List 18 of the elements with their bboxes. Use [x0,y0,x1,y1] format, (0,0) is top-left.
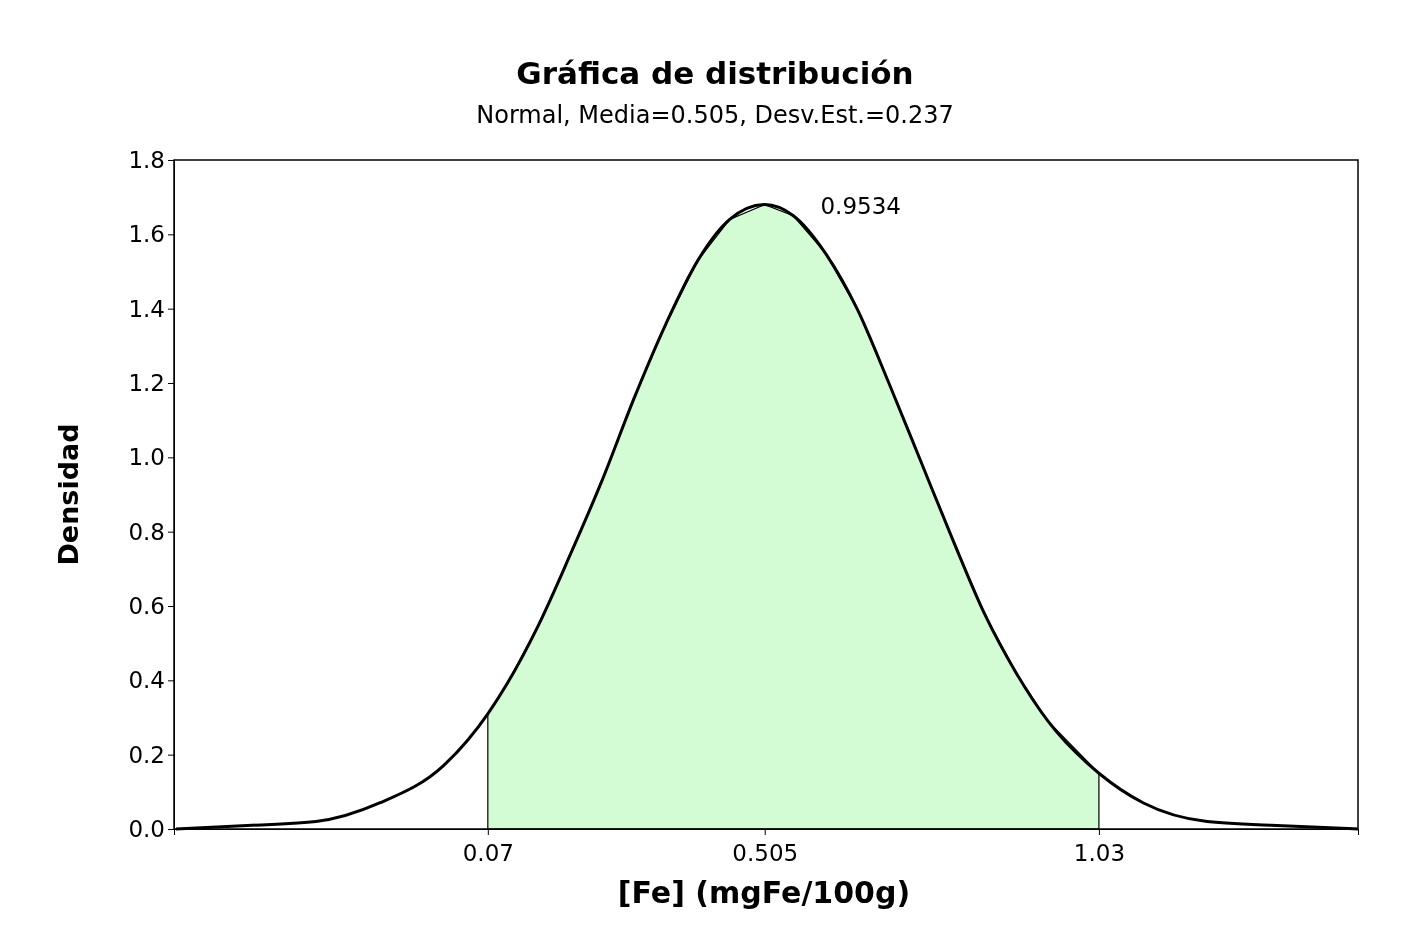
y-tick-label: 0.4 [128,667,165,694]
x-axis-title: [Fe] (mgFe/100g) [617,875,911,910]
y-tick-label: 1.8 [128,146,165,173]
x-tick-label: 0.07 [462,840,514,866]
y-tick-label: 1.0 [128,444,165,471]
y-tick-label: 0.0 [128,815,165,842]
chart-title: Gráfica de distribución [516,55,914,91]
y-tick-label: 1.2 [128,369,165,396]
y-tick-label: 0.8 [128,518,165,545]
annotation: 0.9534 [820,193,901,219]
y-tick-label: 0.2 [128,741,165,768]
x-tick-label: 1.03 [1073,840,1126,866]
y-axis-title: Densidad [53,423,84,566]
x-tick-label: 0.505 [732,840,799,866]
y-tick-label: 1.6 [128,221,165,248]
y-tick-label: 0.6 [128,592,165,619]
chart-subtitle: Normal, Media=0.505, Desv.Est.=0.237 [476,101,954,129]
y-tick-label: 1.4 [128,295,165,322]
